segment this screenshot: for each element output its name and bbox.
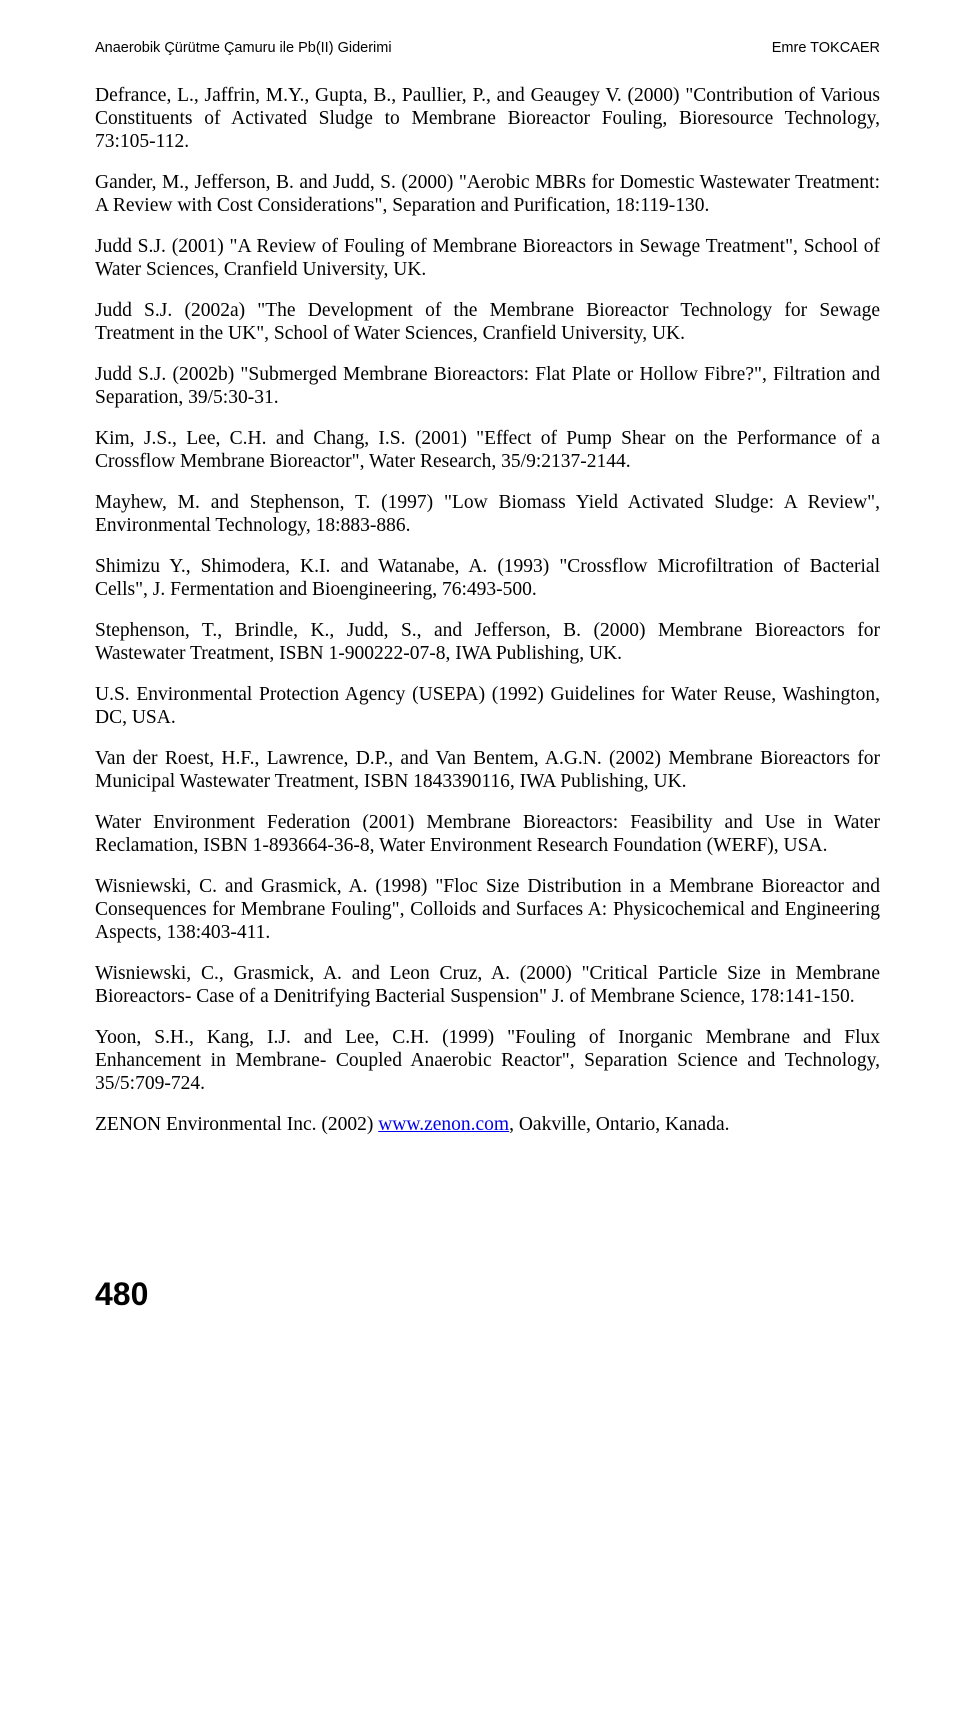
reference-item: Mayhew, M. and Stephenson, T. (1997) "Lo… (95, 491, 880, 537)
reference-item: Judd S.J. (2002a) "The Development of th… (95, 299, 880, 345)
reference-item: U.S. Environmental Protection Agency (US… (95, 683, 880, 729)
page-container: Anaerobik Çürütme Çamuru ile Pb(II) Gide… (0, 0, 960, 1353)
page-header: Anaerobik Çürütme Çamuru ile Pb(II) Gide… (95, 40, 880, 56)
reference-item: Stephenson, T., Brindle, K., Judd, S., a… (95, 619, 880, 665)
reference-item: Judd S.J. (2001) "A Review of Fouling of… (95, 235, 880, 281)
reference-item: Shimizu Y., Shimodera, K.I. and Watanabe… (95, 555, 880, 601)
reference-item: Judd S.J. (2002b) "Submerged Membrane Bi… (95, 363, 880, 409)
reference-item: Wisniewski, C. and Grasmick, A. (1998) "… (95, 875, 880, 944)
header-left: Anaerobik Çürütme Çamuru ile Pb(II) Gide… (95, 40, 392, 56)
reference-text: , Oakville, Ontario, Kanada. (509, 1114, 729, 1135)
page-number: 480 (95, 1276, 880, 1313)
reference-item: Water Environment Federation (2001) Memb… (95, 811, 880, 857)
reference-item: Wisniewski, C., Grasmick, A. and Leon Cr… (95, 962, 880, 1008)
header-right: Emre TOKCAER (772, 40, 880, 56)
reference-item: Defrance, L., Jaffrin, M.Y., Gupta, B., … (95, 84, 880, 153)
reference-item: Gander, M., Jefferson, B. and Judd, S. (… (95, 171, 880, 217)
reference-text: ZENON Environmental Inc. (2002) (95, 1114, 378, 1135)
reference-item: ZENON Environmental Inc. (2002) www.zeno… (95, 1113, 880, 1136)
reference-item: Kim, J.S., Lee, C.H. and Chang, I.S. (20… (95, 427, 880, 473)
zenon-link[interactable]: www.zenon.com (378, 1114, 509, 1135)
reference-item: Yoon, S.H., Kang, I.J. and Lee, C.H. (19… (95, 1026, 880, 1095)
reference-item: Van der Roest, H.F., Lawrence, D.P., and… (95, 747, 880, 793)
